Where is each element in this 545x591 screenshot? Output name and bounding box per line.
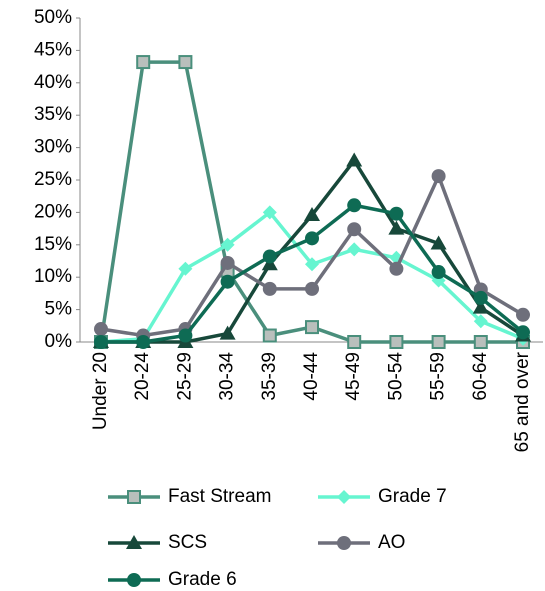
y-tick-label: 45% (34, 39, 72, 60)
data-point (389, 206, 404, 221)
data-point (262, 281, 277, 296)
data-point (347, 242, 362, 257)
data-point (346, 152, 363, 167)
data-point (431, 265, 446, 280)
legend-marker (337, 536, 351, 550)
legend-label: SCS (168, 532, 207, 553)
x-tick-label: 45-49 (343, 352, 364, 401)
y-tick-label: 30% (34, 137, 72, 158)
x-tick-label: 40-44 (301, 352, 322, 401)
y-tick-label: 5% (45, 299, 73, 320)
legend-marker (337, 490, 351, 504)
data-point (304, 206, 320, 221)
data-point (262, 205, 277, 220)
y-tick-label: 20% (34, 201, 72, 222)
data-point (473, 314, 488, 329)
y-tick-label: 40% (34, 72, 72, 93)
data-point (430, 235, 447, 250)
data-point (305, 281, 319, 296)
y-tick-label: 15% (34, 234, 72, 255)
x-tick-label: 60-64 (470, 352, 491, 401)
data-point (347, 335, 362, 349)
data-point (262, 328, 277, 343)
data-point (389, 261, 404, 276)
data-point (178, 261, 193, 276)
x-tick-label: 25-29 (174, 352, 195, 401)
data-point (94, 335, 108, 349)
data-point (516, 307, 530, 322)
data-point (473, 290, 488, 305)
x-tick-label: 35-39 (259, 352, 280, 401)
data-point (305, 231, 319, 246)
y-tick-label: 50% (34, 7, 72, 28)
x-tick-label: 55-59 (428, 352, 449, 401)
data-point (473, 335, 488, 349)
x-tick-label: 65 and over (512, 351, 533, 452)
data-point (389, 335, 404, 349)
y-tick-label: 10% (34, 266, 72, 287)
x-tick-label: Under 20 (90, 352, 111, 430)
data-point (431, 169, 446, 184)
data-point (136, 55, 151, 70)
y-tick-label: 25% (34, 169, 72, 190)
x-tick-label: 50-54 (385, 352, 406, 401)
x-tick-label: 30-34 (217, 352, 238, 401)
data-point (305, 257, 319, 272)
series-line (101, 157, 524, 344)
legend-label: Grade 6 (168, 569, 237, 590)
legend-marker (127, 490, 141, 504)
legend-label: Grade 7 (378, 486, 447, 507)
legend-marker (127, 573, 141, 587)
data-point (472, 299, 489, 314)
y-tick-label: 0% (45, 331, 73, 352)
data-point (431, 335, 446, 349)
data-point (388, 220, 405, 235)
data-point (220, 255, 235, 270)
data-point (347, 222, 362, 237)
data-point (262, 249, 277, 264)
y-tick-label: 35% (34, 104, 72, 125)
data-point (178, 328, 193, 343)
legend-label: AO (378, 532, 405, 553)
legend-marker (126, 535, 142, 549)
data-point (516, 325, 530, 340)
data-point (136, 335, 151, 349)
legend-label: Fast Stream (168, 486, 271, 507)
data-point (94, 322, 108, 337)
data-point (305, 320, 319, 335)
data-point (220, 274, 235, 289)
data-point (347, 198, 362, 213)
data-point (219, 325, 236, 340)
x-tick-label: 20-24 (132, 352, 153, 401)
data-point (220, 237, 235, 252)
series-line (100, 171, 524, 338)
data-point (178, 55, 193, 70)
